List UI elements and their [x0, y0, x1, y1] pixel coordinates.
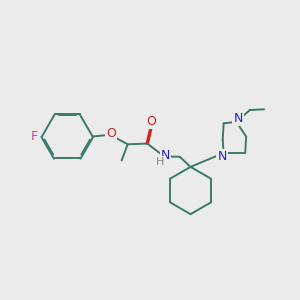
Text: N: N [161, 149, 170, 162]
Text: O: O [106, 127, 116, 140]
Text: N: N [233, 112, 243, 125]
Text: O: O [146, 115, 156, 128]
Text: N: N [217, 150, 227, 163]
Text: F: F [31, 130, 38, 143]
Text: H: H [156, 157, 164, 167]
